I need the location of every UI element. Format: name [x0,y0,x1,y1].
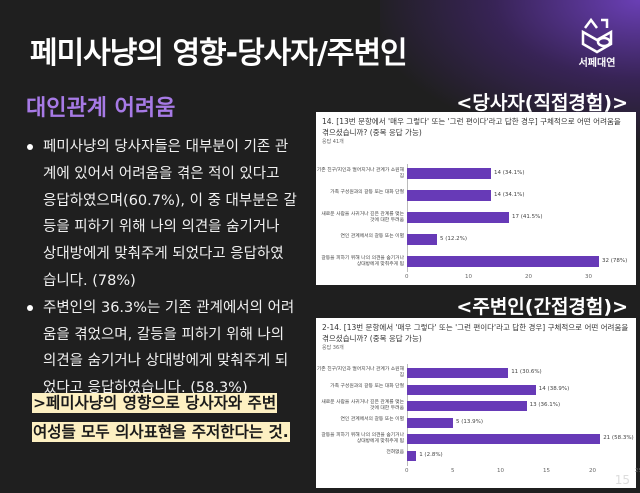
chart-heading-direct: <당사자(직접경험)> [456,92,628,114]
chart-panel-direct: 14. [13번 문항에서 '매우 그렇다' 또는 '그런 편이다'라고 답한 … [316,112,636,285]
data-label: 14 (34.1%) [494,169,525,176]
bullet-line: 움을 겪었으며, 갈등을 피하기 위해 나의 [43,326,285,343]
category-label: 새로운 사람을 사귀거나 깊은 관계를 맺는 것에 대한 두려움 [321,400,404,411]
bullet-line: 의견을 숨기거나 상대방에게 맞춰주게 되 [43,353,289,370]
bullet-line: 주변인의 36.3%는 기존 관계에서의 어려 [43,299,295,316]
logo-text: 서페대연 [578,58,616,69]
bullet-line: 계에 있어서 어려움을 겪은 적이 있다고 [43,165,280,182]
category-label: 갈등을 피하기 위해 나의 의견을 숨기거나 상대방에게 맞춰주게 됨 [321,255,404,267]
bar [407,256,599,267]
logo: 서페대연 [572,14,622,69]
x-tick-label: 20 [589,468,596,474]
bar [407,234,437,245]
bar [407,384,536,395]
chart-heading-indirect: <주변인(간접경험)> [456,296,628,318]
bar [407,434,601,444]
bullet-line: 응답하였으며(60.7%), 이 중 대부분은 갈 [43,192,297,209]
bullet-line: 상대방에게 맞춰주게 되었다고 응답하였 [43,246,284,263]
category-label: 기존 친구/지인과 멀어지거나 관계가 소원해짐 [316,367,404,378]
bar [407,417,453,428]
bar [407,212,509,223]
x-tick-label: 10 [465,274,472,280]
x-tick-label: 5 [451,468,455,474]
hexagon-logo-icon [581,17,613,54]
data-label: 1 (2.8%) [419,451,443,458]
chart-question: 2-14. [13번 문항에서 '매우 그렇다' 또는 '그런 편이다'라고 답… [322,323,629,343]
data-label: 5 (12.2%) [440,235,468,242]
response-count: 응답 36개 [322,345,344,351]
data-label: 13 (36.1%) [529,402,561,408]
data-label: 17 (41.5%) [512,213,543,220]
data-label: 14 (34.1%) [494,191,525,198]
x-tick-label: 10 [497,468,504,474]
bullet-line: 었다고 응답하였습니다. (58.3%) [43,380,248,397]
data-label: 5 (13.9%) [456,418,484,425]
bar [407,401,527,411]
y-axis [407,364,408,466]
category-label: 전혀없음 [386,449,404,455]
conclusion-line: >페미사냥의 영향으로 당사자와 주변 [32,393,278,413]
category-label: 연인 관계에서의 갈등 또는 이별 [340,233,404,239]
category-label: 가족 구성원과의 갈등 또는 대화 단절 [330,383,404,389]
x-tick-label: 30 [585,274,592,280]
bullet-line: 습니다. (78%) [43,272,136,289]
category-label: 가족 구성원과의 갈등 또는 대화 단절 [330,189,404,195]
category-label: 갈등을 피하기 위해 나의 의견을 숨기거나 상대방에게 맞춰주게 됨 [321,433,404,444]
data-label: 32 (78%) [602,257,628,264]
bar [407,168,491,179]
x-tick-label: 0 [405,274,409,280]
chart-panel-indirect: 2-14. [13번 문항에서 '매우 그렇다' 또는 '그런 편이다'라고 답… [316,318,640,488]
conclusion-line: 여성들 모두 의사표현을 주저한다는 것. [32,422,290,442]
bar [407,368,509,378]
response-count: 응답 41개 [322,139,344,145]
data-label: 14 (38.9%) [538,385,570,392]
x-tick-label: 20 [525,274,532,280]
data-label: 11 (30.6%) [511,369,542,375]
x-tick-label: 0 [405,468,409,474]
category-label: 기존 친구/지인과 멀어지거나 관계가 소원해짐 [316,167,404,179]
category-label: 연인 관계에서의 갈등 또는 이별 [340,416,404,422]
data-label: 21 (58.3%) [603,435,634,441]
slide-title: 페미사냥의 영향-당사자/주변인 [30,36,408,71]
page-number: 15 [614,473,630,487]
bar [407,450,417,461]
x-tick-label: 15 [543,468,550,474]
conclusion-highlight: >페미사냥의 영향으로 당사자와 주변 여성들 모두 의사표현을 주저한다는 것… [32,389,290,447]
bullet-line: 등을 피하기 위해 나의 의견을 숨기거나 [43,219,280,236]
x-tick-label: 25 [635,468,640,474]
section-subtitle: 대인관계 어려움 [26,96,176,121]
bullet-line: 페미사냥의 당사자들은 대부분이 기존 관 [43,139,289,155]
chart-question: 14. [13번 문항에서 '매우 그렇다' 또는 '그런 편이다'라고 답한 … [322,117,621,137]
category-label: 새로운 사람을 사귀거나 깊은 관계를 맺는 것에 대한 두려움 [321,211,404,223]
bar [407,190,491,201]
